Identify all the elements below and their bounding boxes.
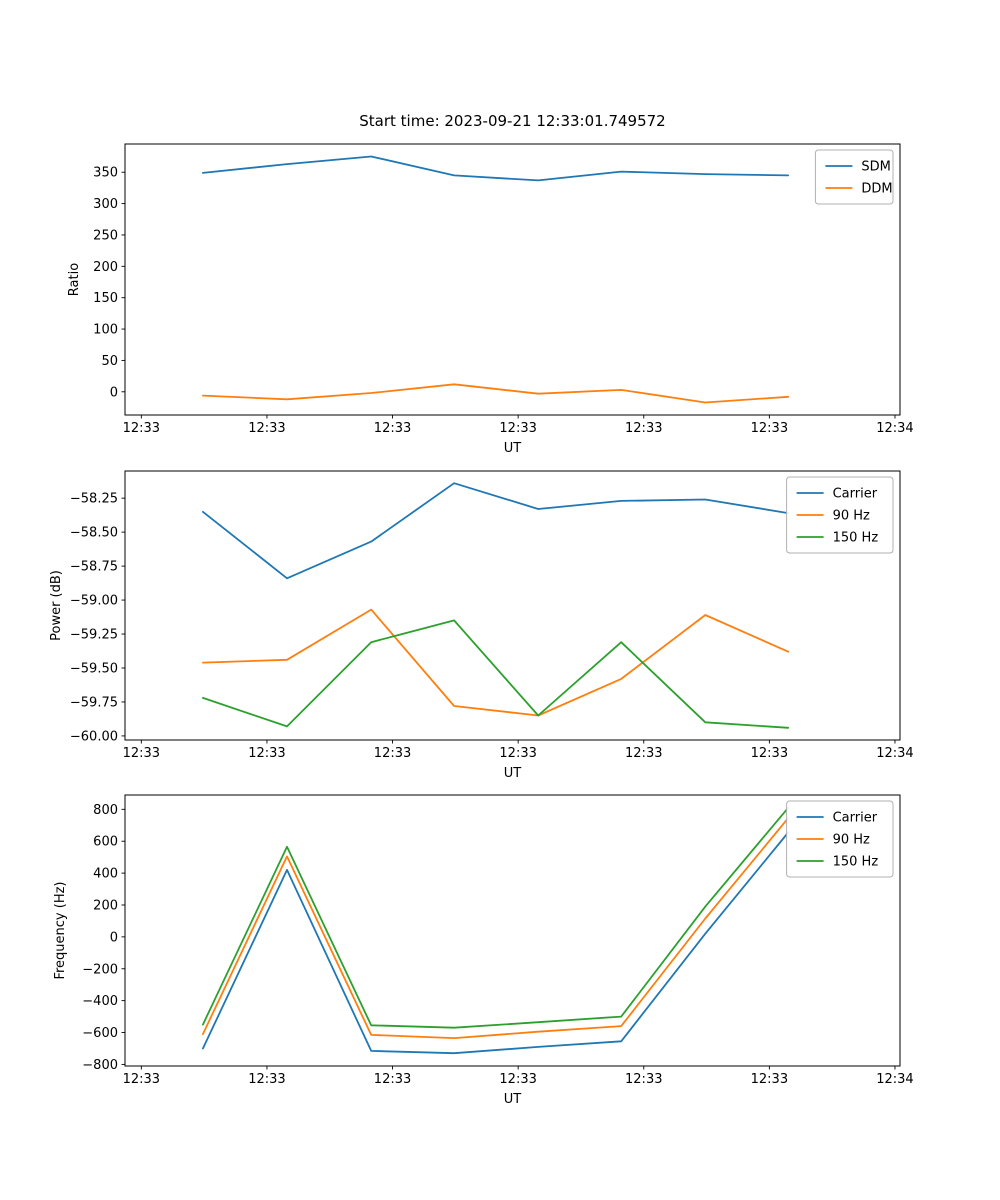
series-line-carrier (201, 831, 790, 1055)
series-line-90-hz (201, 817, 790, 1040)
y-tick-label: 0 (110, 930, 118, 945)
x-tick-label: 12:33 (123, 421, 160, 436)
y-tick-label: 300 (93, 197, 118, 212)
y-tick-label: 0 (110, 385, 118, 400)
series-line-150-hz (201, 619, 790, 729)
y-axis-label: Ratio (67, 263, 82, 296)
y-tick-label: −59.75 (70, 695, 118, 710)
y-tick-label: 150 (93, 291, 118, 306)
legend-box (786, 800, 894, 878)
legend-label: 90 Hz (833, 833, 870, 848)
legend-box (814, 149, 894, 205)
y-tick-label: 350 (93, 166, 118, 181)
y-tick-label: −200 (82, 962, 118, 977)
x-tick-label: 12:33 (248, 1072, 285, 1087)
x-axis-label: UT (504, 1092, 522, 1107)
x-tick-label: 12:33 (625, 421, 662, 436)
x-tick-label: 12:33 (625, 1072, 662, 1087)
x-tick-label: 12:33 (374, 421, 411, 436)
y-axis-label: Frequency (Hz) (53, 881, 68, 979)
x-tick-label: 12:33 (499, 746, 536, 761)
x-tick-label: 12:33 (751, 1072, 788, 1087)
x-tick-label: 12:33 (123, 1072, 160, 1087)
legend-box (786, 476, 894, 554)
legend-label: Carrier (833, 487, 878, 502)
y-tick-label: 250 (93, 228, 118, 243)
x-tick-label: 12:33 (625, 746, 662, 761)
y-tick-label: −400 (82, 994, 118, 1009)
power-chart: 12:33 12:33 12:33 12:33 12:33 12:33 12:34 −60.0… (49, 470, 914, 781)
x-tick-label: 12:33 (248, 421, 285, 436)
series-line-90-hz (201, 608, 790, 717)
y-tick-label: −58.75 (70, 560, 118, 575)
legend-label: 150 Hz (833, 531, 879, 546)
x-tick-label: 12:33 (751, 421, 788, 436)
series-line-ddm (201, 383, 790, 404)
series-line-carrier (201, 482, 790, 580)
y-tick-label: −59.25 (70, 628, 118, 643)
y-tick-label: 100 (93, 323, 118, 338)
y-tick-label: −600 (82, 1026, 118, 1041)
y-tick-label: 800 (93, 803, 118, 818)
x-tick-label: 12:33 (499, 1072, 536, 1087)
x-tick-label: 12:33 (248, 746, 285, 761)
x-tick-label: 12:33 (374, 1072, 411, 1087)
x-tick-label: 12:34 (876, 1072, 913, 1087)
y-tick-label: −58.25 (70, 492, 118, 507)
y-tick-label: 50 (101, 354, 118, 369)
series-line-150-hz (201, 806, 790, 1029)
ratio-chart: 12:33 12:33 12:33 12:33 12:33 12:33 12:34 0 50 10… (67, 143, 914, 456)
x-tick-label: 12:34 (876, 746, 913, 761)
frequency-chart: 12:33 12:33 12:33 12:33 12:33 12:33 12:34 −800 −… (53, 794, 914, 1107)
x-tick-label: 12:34 (876, 421, 913, 436)
legend-label: 150 Hz (833, 855, 879, 870)
y-axis-label: Power (dB) (49, 570, 64, 641)
figure-title: Start time: 2023-09-21 12:33:01.749572 (359, 112, 666, 130)
plot-frame (124, 143, 901, 416)
x-tick-label: 12:33 (123, 746, 160, 761)
y-tick-label: −800 (82, 1058, 118, 1073)
y-tick-label: −58.50 (70, 526, 118, 541)
x-tick-label: 12:33 (751, 746, 788, 761)
legend-label: 90 Hz (833, 509, 870, 524)
plot-frame (124, 794, 901, 1067)
legend-label: SDM (861, 160, 890, 175)
y-tick-label: −60.00 (70, 729, 118, 744)
x-tick-label: 12:33 (374, 746, 411, 761)
y-tick-label: 200 (93, 898, 118, 913)
legend-label: DDM (861, 182, 892, 197)
series-line-sdm (201, 155, 790, 182)
y-tick-label: 200 (93, 260, 118, 275)
y-tick-label: 600 (93, 835, 118, 850)
y-tick-label: 400 (93, 867, 118, 882)
x-axis-label: UT (504, 441, 522, 456)
x-tick-label: 12:33 (499, 421, 536, 436)
y-tick-label: −59.00 (70, 594, 118, 609)
legend-label: Carrier (833, 811, 878, 826)
x-axis-label: UT (504, 766, 522, 781)
plot-frame (124, 470, 901, 741)
y-tick-label: −59.50 (70, 661, 118, 676)
